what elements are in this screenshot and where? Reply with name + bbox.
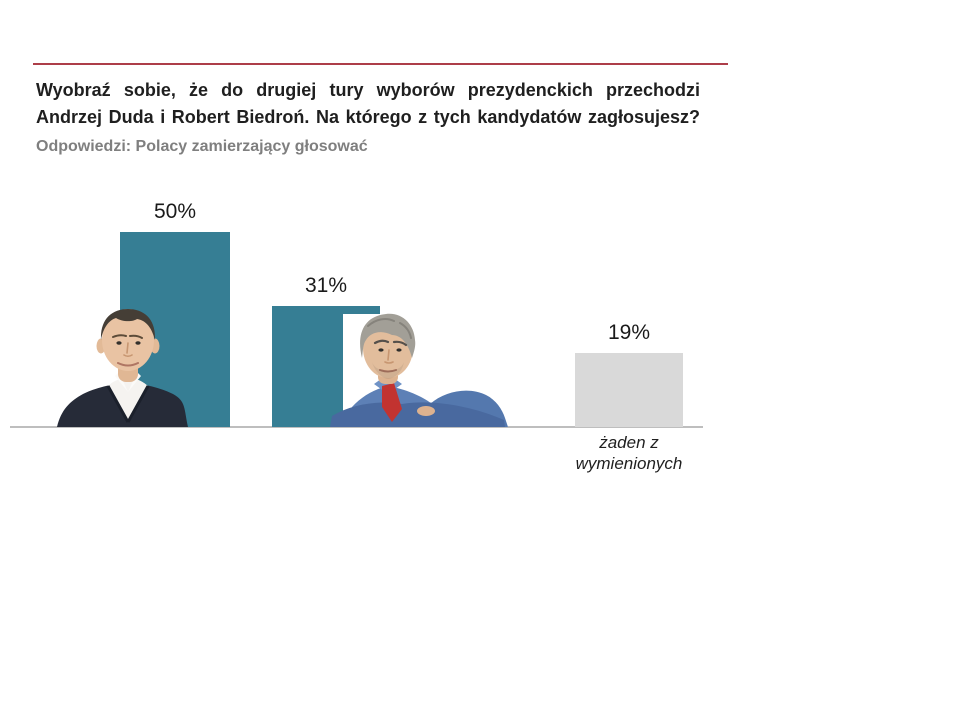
question-title-line-1: Wyobraź sobie, że do drugiej tury wyboró… (36, 80, 700, 100)
x-axis-baseline (10, 426, 703, 428)
question-title: Wyobraź sobie, że do drugiej tury wyboró… (36, 77, 700, 131)
robert-biedron-photo (330, 312, 508, 427)
value-label-biedron: 31% (304, 274, 348, 297)
question-title-line-2: Andrzej Duda i Robert Biedroń. Na któreg… (36, 107, 700, 127)
respondents-subtitle: Odpowiedzi: Polacy zamierzający głosować (36, 138, 368, 155)
robert-biedron-portrait-graphic (330, 313, 508, 427)
bar-none-of-listed (575, 353, 683, 427)
andrzej-duda-photo (45, 306, 190, 427)
andrzej-duda-portrait-graphic (57, 309, 188, 427)
value-label-none: 19% (607, 321, 651, 344)
category-label-none: żaden z wymienionych (575, 433, 683, 473)
top-accent-rule (33, 63, 728, 65)
value-label-duda: 50% (153, 200, 197, 223)
